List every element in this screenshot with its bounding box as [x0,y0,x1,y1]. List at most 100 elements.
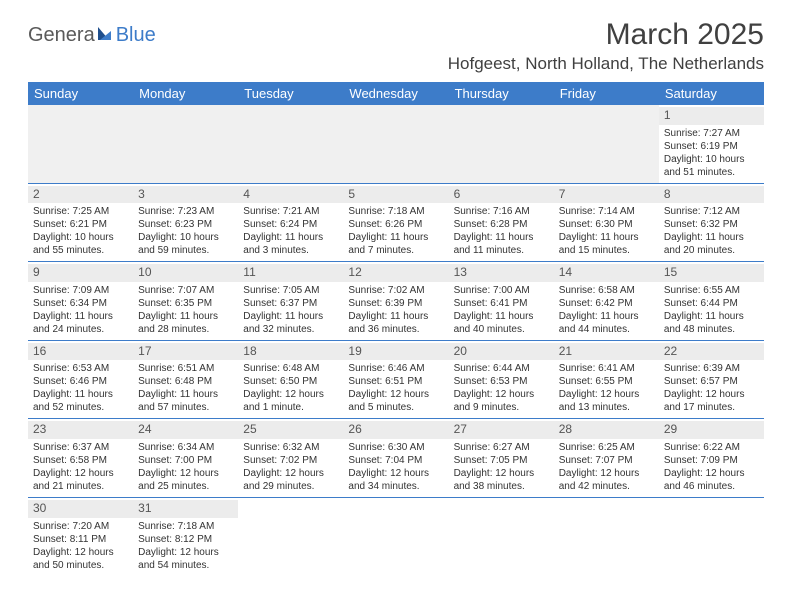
calendar-cell: 7Sunrise: 7:14 AMSunset: 6:30 PMDaylight… [554,183,659,262]
day-number: 2 [28,186,133,204]
calendar-cell: 8Sunrise: 7:12 AMSunset: 6:32 PMDaylight… [659,183,764,262]
calendar-cell: 11Sunrise: 7:05 AMSunset: 6:37 PMDayligh… [238,262,343,341]
logo: Genera Blue [28,18,156,49]
calendar-cell: 16Sunrise: 6:53 AMSunset: 6:46 PMDayligh… [28,340,133,419]
calendar-cell [238,497,343,575]
day-info: Sunrise: 7:18 AMSunset: 8:12 PMDaylight:… [138,520,233,572]
month-title: March 2025 [448,18,764,52]
calendar-cell [554,497,659,575]
calendar-week: 1Sunrise: 7:27 AMSunset: 6:19 PMDaylight… [28,105,764,183]
calendar-cell: 9 Sunrise: 7:09 AMSunset: 6:34 PMDaylight… [28,262,133,341]
calendar-week: 2Sunrise: 7:25 AMSunset: 6:21 PMDaylight… [28,183,764,262]
day-number: 25 [238,421,343,439]
logo-text-left: Genera [28,24,95,46]
calendar-cell [449,105,554,183]
day-number: 27 [449,421,554,439]
weekday-header: Saturday [659,82,764,105]
day-info: Sunrise: 7:14 AMSunset: 6:30 PMDaylight:… [559,205,654,257]
day-number: 30 [28,500,133,518]
day-number: 10 [133,264,238,282]
day-number: 18 [238,343,343,361]
day-number: 16 [28,343,133,361]
calendar-cell: 18Sunrise: 6:48 AMSunset: 6:50 PMDayligh… [238,340,343,419]
day-info: Sunrise: 6:44 AMSunset: 6:53 PMDaylight:… [454,362,549,414]
calendar-cell: 22Sunrise: 6:39 AMSunset: 6:57 PMDayligh… [659,340,764,419]
calendar-cell [449,497,554,575]
header: Genera Blue March 2025 Hofgeest, North Ho… [28,18,764,74]
calendar-cell: 6Sunrise: 7:16 AMSunset: 6:28 PMDaylight… [449,183,554,262]
calendar-week: 23 Sunrise: 6:37 AMSunset: 6:58 PMDayligh… [28,419,764,498]
day-info: Sunrise: 6:30 AMSunset: 7:04 PMDaylight:… [348,441,443,493]
calendar-cell [343,105,448,183]
location: Hofgeest, North Holland, The Netherlands [448,54,764,74]
day-number: 15 [659,264,764,282]
calendar-cell: 10 Sunrise: 7:07 AMSunset: 6:35 PMDayligh… [133,262,238,341]
day-number: 14 [554,264,659,282]
day-number: 23 [28,421,133,439]
calendar-week: 30 Sunrise: 7:20 AMSunset: 8:11 PMDayligh… [28,497,764,575]
day-info: Sunrise: 6:34 AMSunset: 7:00 PMDaylight:… [138,441,233,493]
day-info: Sunrise: 7:27 AMSunset: 6:19 PMDaylight:… [664,127,759,179]
calendar-head: SundayMondayTuesdayWednesdayThursdayFrid… [28,82,764,105]
calendar-cell: 2Sunrise: 7:25 AMSunset: 6:21 PMDaylight… [28,183,133,262]
calendar-week: 16Sunrise: 6:53 AMSunset: 6:46 PMDayligh… [28,340,764,419]
day-info: Sunrise: 6:58 AMSunset: 6:42 PMDaylight:… [559,284,654,336]
calendar-cell: 3Sunrise: 7:23 AMSunset: 6:23 PMDaylight… [133,183,238,262]
weekday-header: Wednesday [343,82,448,105]
day-info: Sunrise: 6:46 AMSunset: 6:51 PMDaylight:… [348,362,443,414]
day-info: Sunrise: 7:21 AMSunset: 6:24 PMDaylight:… [243,205,338,257]
calendar-cell: 20Sunrise: 6:44 AMSunset: 6:53 PMDayligh… [449,340,554,419]
sail-icon [96,25,114,49]
calendar-cell: 15 Sunrise: 6:55 AMSunset: 6:44 PMDayligh… [659,262,764,341]
weekday-header: Thursday [449,82,554,105]
day-info: Sunrise: 6:41 AMSunset: 6:55 PMDaylight:… [559,362,654,414]
day-number: 24 [133,421,238,439]
calendar-cell: 14 Sunrise: 6:58 AMSunset: 6:42 PMDayligh… [554,262,659,341]
day-info: Sunrise: 6:53 AMSunset: 6:46 PMDaylight:… [33,362,128,414]
day-info: Sunrise: 7:02 AMSunset: 6:39 PMDaylight:… [348,284,443,336]
day-number: 7 [554,186,659,204]
day-number: 11 [238,264,343,282]
calendar-cell: 19Sunrise: 6:46 AMSunset: 6:51 PMDayligh… [343,340,448,419]
day-number: 20 [449,343,554,361]
day-info: Sunrise: 7:09 AMSunset: 6:34 PMDaylight:… [33,284,128,336]
day-number: 9 [28,264,133,282]
weekday-header: Friday [554,82,659,105]
day-number: 3 [133,186,238,204]
calendar-cell: 27 Sunrise: 6:27 AMSunset: 7:05 PMDayligh… [449,419,554,498]
calendar-table: SundayMondayTuesdayWednesdayThursdayFrid… [28,82,764,576]
calendar-cell [554,105,659,183]
calendar-cell: 31Sunrise: 7:18 AMSunset: 8:12 PMDayligh… [133,497,238,575]
calendar-week: 9 Sunrise: 7:09 AMSunset: 6:34 PMDaylight… [28,262,764,341]
day-number: 17 [133,343,238,361]
day-info: Sunrise: 7:25 AMSunset: 6:21 PMDaylight:… [33,205,128,257]
day-info: Sunrise: 6:25 AMSunset: 7:07 PMDaylight:… [559,441,654,493]
calendar-body: 1Sunrise: 7:27 AMSunset: 6:19 PMDaylight… [28,105,764,576]
calendar-cell [133,105,238,183]
calendar-cell: 30 Sunrise: 7:20 AMSunset: 8:11 PMDayligh… [28,497,133,575]
day-info: Sunrise: 7:23 AMSunset: 6:23 PMDaylight:… [138,205,233,257]
calendar-cell: 21Sunrise: 6:41 AMSunset: 6:55 PMDayligh… [554,340,659,419]
day-info: Sunrise: 6:37 AMSunset: 6:58 PMDaylight:… [33,441,128,493]
calendar-cell: 5Sunrise: 7:18 AMSunset: 6:26 PMDaylight… [343,183,448,262]
weekday-header: Sunday [28,82,133,105]
day-number: 8 [659,186,764,204]
calendar-cell: 25Sunrise: 6:32 AMSunset: 7:02 PMDayligh… [238,419,343,498]
day-number: 5 [343,186,448,204]
calendar-cell: 13Sunrise: 7:00 AMSunset: 6:41 PMDayligh… [449,262,554,341]
calendar-cell [343,497,448,575]
day-info: Sunrise: 7:20 AMSunset: 8:11 PMDaylight:… [33,520,128,572]
day-info: Sunrise: 6:55 AMSunset: 6:44 PMDaylight:… [664,284,759,336]
day-info: Sunrise: 7:07 AMSunset: 6:35 PMDaylight:… [138,284,233,336]
calendar-cell: 1Sunrise: 7:27 AMSunset: 6:19 PMDaylight… [659,105,764,183]
calendar-cell: 24 Sunrise: 6:34 AMSunset: 7:00 PMDayligh… [133,419,238,498]
calendar-cell: 12Sunrise: 7:02 AMSunset: 6:39 PMDayligh… [343,262,448,341]
calendar-cell: 17Sunrise: 6:51 AMSunset: 6:48 PMDayligh… [133,340,238,419]
day-info: Sunrise: 7:18 AMSunset: 6:26 PMDaylight:… [348,205,443,257]
day-info: Sunrise: 6:27 AMSunset: 7:05 PMDaylight:… [454,441,549,493]
weekday-header: Tuesday [238,82,343,105]
calendar-cell: 4Sunrise: 7:21 AMSunset: 6:24 PMDaylight… [238,183,343,262]
logo-text-right: Blue [116,24,156,46]
weekday-header: Monday [133,82,238,105]
day-info: Sunrise: 6:48 AMSunset: 6:50 PMDaylight:… [243,362,338,414]
